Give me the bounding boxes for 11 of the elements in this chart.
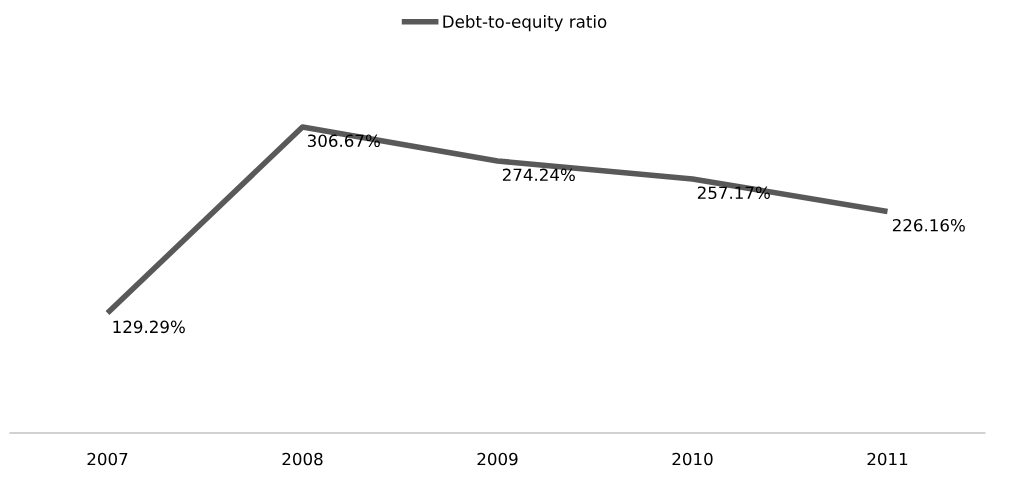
x-tick-label: 2010 [672, 452, 713, 466]
x-tick-label: 2011 [867, 452, 908, 466]
data-label: 257.17% [697, 186, 770, 200]
legend-label: Debt-to-equity ratio [443, 15, 607, 32]
data-label: 226.16% [892, 218, 965, 232]
data-label: 129.29% [113, 320, 185, 334]
data-label: 306.67% [307, 134, 380, 148]
data-label: 274.24% [502, 168, 575, 182]
x-tick-label: 2007 [87, 452, 128, 466]
x-tick-label: 2009 [477, 452, 518, 466]
x-tick-label: 2008 [282, 452, 323, 466]
